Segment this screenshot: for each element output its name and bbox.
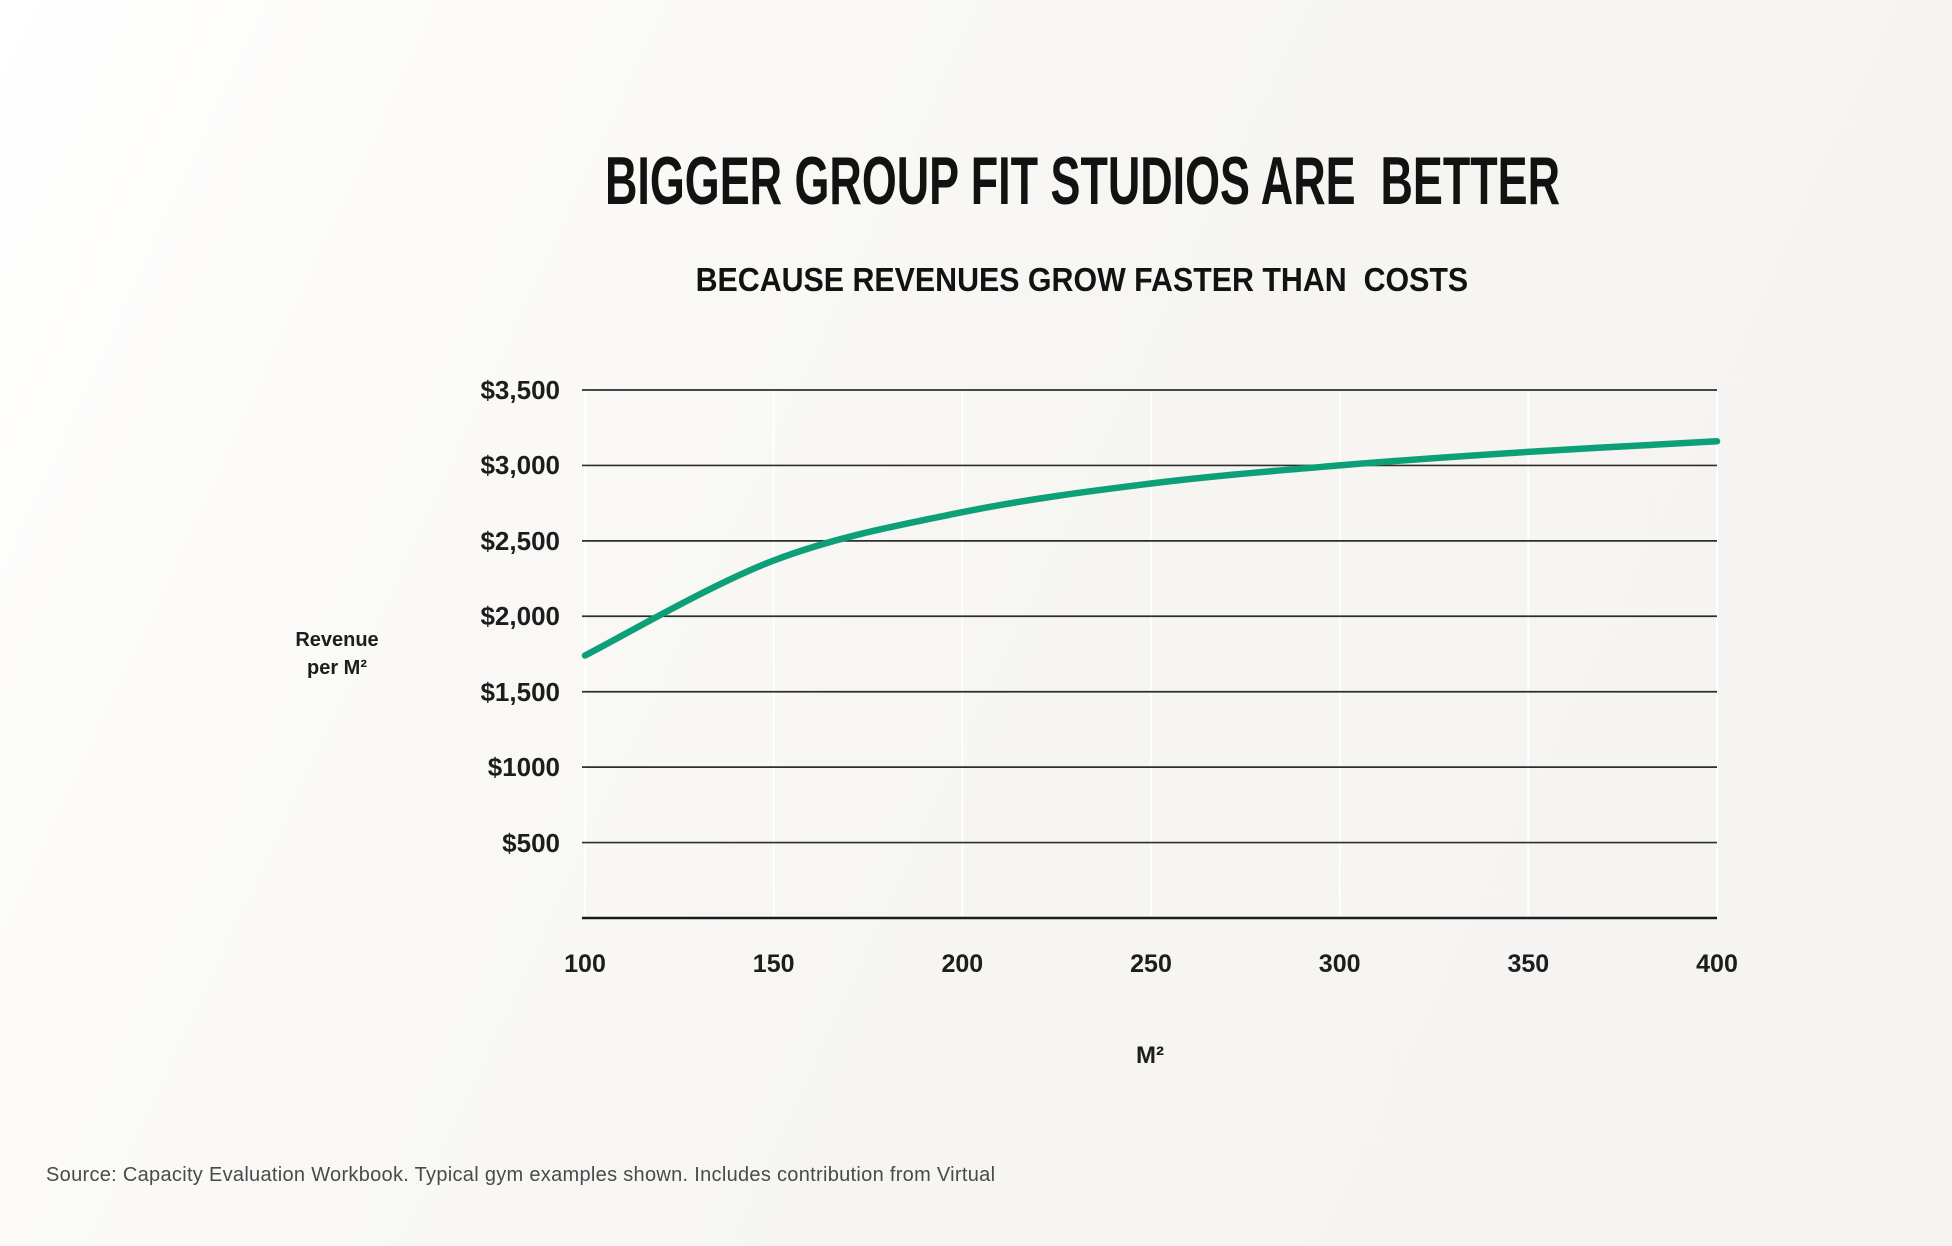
y-tick-label: $3,500 xyxy=(480,375,560,405)
chart-header: BIGGER GROUP FIT STUDIOS ARE BETTER BECA… xyxy=(212,108,1952,318)
y-tick-label: $3,000 xyxy=(480,450,560,481)
x-tick-label: 400 xyxy=(1696,950,1738,978)
y-axis-title-line2: per M² xyxy=(307,657,367,679)
y-axis-title-line1: Revenue xyxy=(295,629,379,651)
y-tick-label: $500 xyxy=(502,827,560,858)
x-tick-label: 200 xyxy=(941,950,984,978)
x-tick-label: 150 xyxy=(752,950,795,978)
source-note: Source: Capacity Evaluation Workbook. Ty… xyxy=(46,1164,996,1186)
y-tick-label: $1,500 xyxy=(480,676,560,707)
y-tick-label: $1000 xyxy=(487,752,560,783)
x-tick-label: 300 xyxy=(1318,950,1361,978)
page-title: BIGGER GROUP FIT STUDIOS ARE BETTER xyxy=(604,143,1560,219)
x-tick-label: 350 xyxy=(1507,950,1550,978)
y-tick-label: $2,500 xyxy=(480,525,560,556)
y-axis-title: Revenue per M² xyxy=(295,626,378,682)
y-tick-label: $2,000 xyxy=(480,601,560,632)
revenue-curve xyxy=(581,438,1721,659)
x-axis-title: M² xyxy=(1136,1042,1164,1069)
x-tick-label: 100 xyxy=(564,950,606,978)
page-subtitle: BECAUSE REVENUES GROW FASTER THAN COSTS xyxy=(695,261,1469,298)
x-tick-label: 250 xyxy=(1130,950,1172,978)
